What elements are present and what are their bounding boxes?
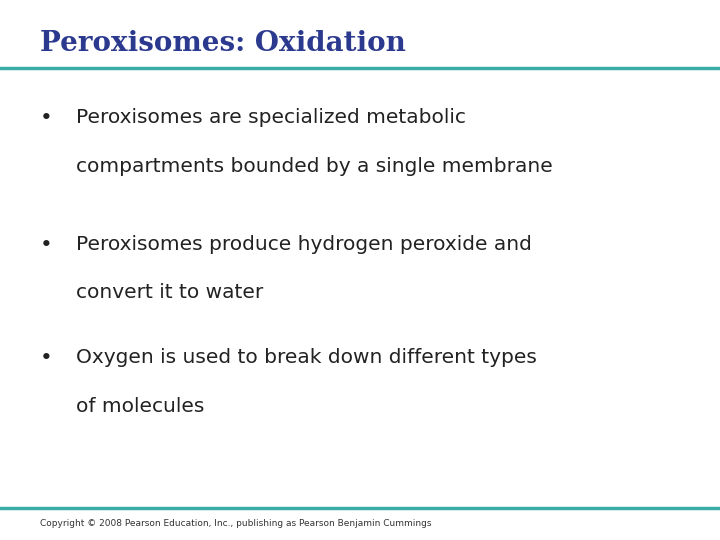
Text: •: • [40,108,53,128]
Text: convert it to water: convert it to water [76,284,263,302]
Text: Peroxisomes produce hydrogen peroxide and: Peroxisomes produce hydrogen peroxide an… [76,235,531,254]
Text: Peroxisomes are specialized metabolic: Peroxisomes are specialized metabolic [76,108,465,127]
Text: Peroxisomes: Oxidation: Peroxisomes: Oxidation [40,30,405,57]
Text: Copyright © 2008 Pearson Education, Inc., publishing as Pearson Benjamin Cumming: Copyright © 2008 Pearson Education, Inc.… [40,519,431,529]
Text: •: • [40,348,53,368]
Text: of molecules: of molecules [76,397,204,416]
Text: compartments bounded by a single membrane: compartments bounded by a single membran… [76,157,552,176]
Text: •: • [40,235,53,255]
Text: Oxygen is used to break down different types: Oxygen is used to break down different t… [76,348,536,367]
